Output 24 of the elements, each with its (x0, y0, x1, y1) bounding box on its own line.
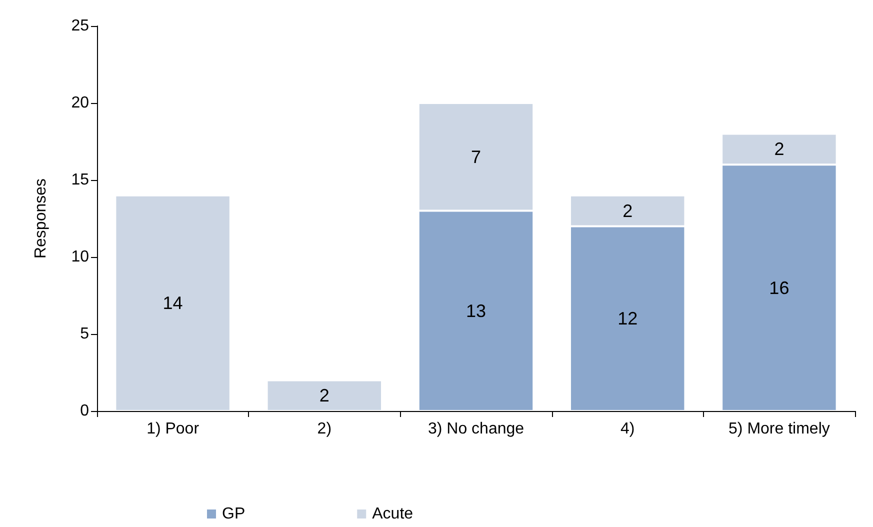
legend-label: Acute (372, 506, 414, 522)
y-tick-label: 25 (71, 18, 90, 34)
y-tick-label: 5 (80, 326, 90, 342)
y-tick-label: 10 (71, 248, 90, 266)
y-axis-title: Responses (32, 178, 50, 259)
bar (266, 380, 382, 411)
x-tick-label: 1) Poor (146, 420, 200, 438)
data-label: 14 (162, 293, 183, 314)
x-tick-label: 3) No change (428, 420, 524, 438)
x-tick-label: 2) (317, 420, 332, 438)
y-tick-label: 15 (71, 172, 90, 188)
data-label: 2 (622, 200, 633, 221)
data-label: 2 (774, 139, 784, 160)
data-label: 7 (470, 146, 482, 167)
data-label: 16 (769, 278, 790, 298)
data-label: 12 (618, 308, 638, 329)
x-tick-label: 5) More timely (728, 420, 830, 438)
y-tick-label: 0 (80, 402, 90, 420)
x-tick-label: 4) (620, 420, 635, 438)
y-tick-label: 20 (71, 94, 90, 112)
legend-label: GP (222, 506, 246, 522)
bar (115, 195, 230, 411)
data-label: 2 (319, 386, 330, 406)
data-label: 13 (466, 300, 486, 321)
